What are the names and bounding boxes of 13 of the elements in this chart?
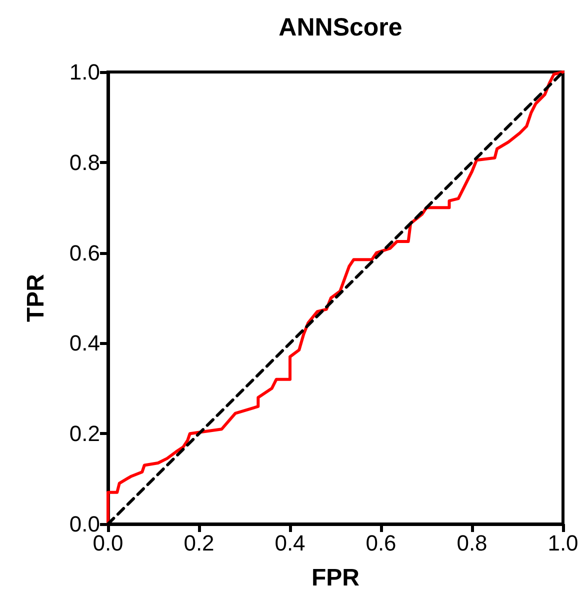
y-tick-label: 0.2: [69, 421, 100, 446]
x-tick-label: 0.4: [274, 530, 306, 556]
y-tick-label: 1.0: [69, 60, 100, 84]
y-tick-label: 0.8: [69, 150, 100, 175]
x-axis-title: FPR: [312, 564, 360, 592]
x-tick-label: 1.0: [548, 530, 578, 556]
x-tick-label: 0.8: [456, 530, 488, 556]
x-tick-label: 0.2: [184, 530, 214, 556]
y-tick-label: 0.4: [69, 330, 100, 356]
y-axis-title: TPR: [22, 274, 50, 322]
x-tick-label: 0.6: [366, 530, 396, 556]
y-tick-label: 0.6: [69, 240, 100, 266]
chart-title: ANNScore: [278, 14, 402, 42]
